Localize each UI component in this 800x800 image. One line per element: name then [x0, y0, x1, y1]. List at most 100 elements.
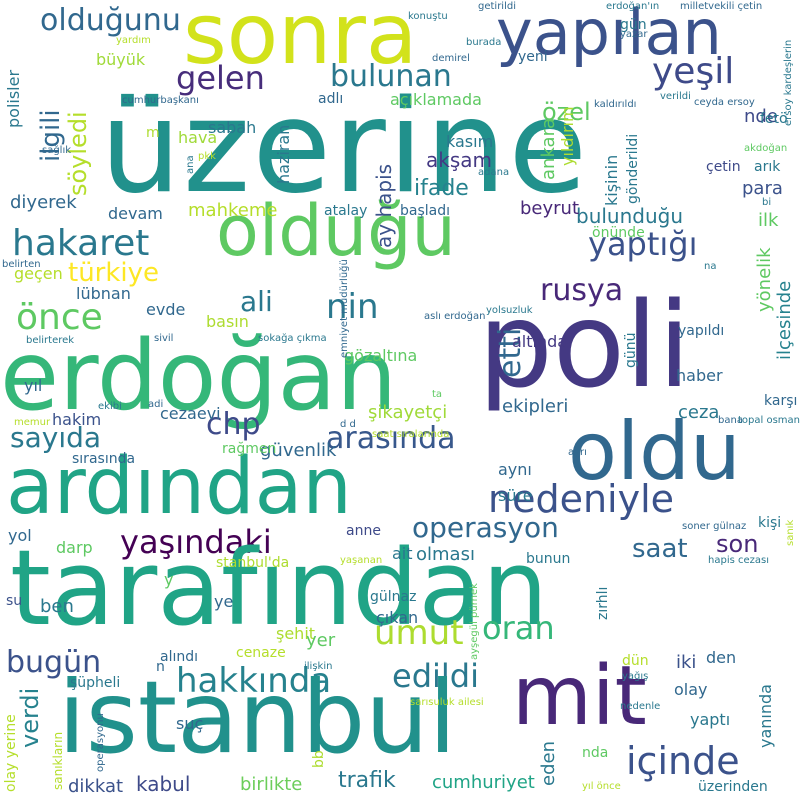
word: önünde: [592, 225, 645, 241]
word: olay: [674, 680, 708, 699]
word: yıl önce: [582, 781, 621, 792]
word: adlı: [318, 91, 344, 107]
word: arasında: [326, 421, 456, 456]
word: atalay: [324, 203, 368, 219]
word: ana: [185, 155, 196, 174]
word: bulunan: [330, 59, 452, 94]
word: akşam: [426, 148, 492, 172]
word: kişi: [758, 515, 782, 531]
word: yıl: [24, 376, 43, 395]
word: cumhurbaşkanı: [122, 95, 199, 106]
word: son: [716, 530, 759, 558]
word: den: [706, 648, 737, 667]
word: trafik: [338, 768, 396, 793]
word: verdi: [16, 687, 44, 748]
word: ben: [40, 596, 74, 617]
word: haber: [676, 366, 723, 385]
word: adana: [478, 167, 510, 178]
word: bb: [311, 750, 327, 768]
word: umut: [374, 613, 464, 653]
word: aynı: [498, 460, 532, 479]
word: ceyda ersoy: [694, 97, 755, 108]
word: memur: [14, 417, 51, 428]
word: olduğunu: [40, 3, 181, 38]
word: basın: [206, 312, 249, 331]
word: aslı erdoğan: [424, 311, 486, 322]
word: yardım: [116, 35, 151, 46]
word: sayıda: [10, 421, 102, 454]
word: ankara: [538, 117, 559, 180]
word: birlikte: [240, 774, 303, 795]
word: alındı: [160, 649, 199, 665]
word: erdoğan'ın: [606, 1, 660, 12]
word: rağmen: [222, 441, 277, 457]
word: ait: [392, 544, 413, 563]
word: açıklamada: [390, 90, 482, 109]
word: gönderildi: [625, 133, 641, 204]
word: belirterek: [26, 335, 75, 346]
word: m: [146, 125, 160, 141]
word: ye: [214, 592, 234, 611]
word: mit: [512, 649, 647, 744]
word: kasım: [446, 132, 494, 151]
word: yanında: [756, 684, 775, 748]
word: getirildi: [478, 1, 516, 12]
word: anne: [346, 523, 381, 539]
word: gözaltına: [344, 346, 418, 365]
word: sanık: [785, 519, 796, 546]
word: yağış: [622, 671, 649, 682]
word: şüpheli: [70, 675, 121, 691]
word: içinde: [626, 739, 740, 783]
word: topal osman: [738, 415, 800, 426]
word: bunun: [526, 551, 571, 567]
word: saat sıralarında: [372, 429, 450, 440]
word: şehit: [276, 624, 316, 643]
word: altında: [512, 332, 568, 351]
word: hava: [178, 128, 218, 147]
word: çıkan: [376, 608, 419, 627]
word: güvenlik: [260, 440, 337, 461]
word: rusya: [540, 273, 624, 308]
word: önce: [16, 297, 103, 338]
word: saat: [632, 534, 688, 564]
word: lübnan: [76, 284, 131, 303]
word: fetö: [760, 111, 788, 127]
word: y: [164, 570, 174, 589]
word: yıldırım: [558, 106, 577, 166]
word: cezaevi: [160, 404, 221, 423]
word: dikkat: [68, 776, 124, 797]
word: gelen: [176, 59, 265, 97]
word: ilk: [758, 210, 779, 231]
word: diyerek: [10, 192, 77, 213]
word: gün: [620, 17, 647, 33]
word: haziran: [274, 124, 293, 184]
word: hapis cezası: [708, 555, 769, 566]
word: iki: [676, 652, 697, 673]
word: polisler: [4, 69, 23, 128]
word: olay yerine: [3, 714, 19, 792]
word: adi: [148, 399, 164, 410]
word: kabul: [136, 772, 191, 796]
word: ifade: [414, 176, 469, 201]
word: na: [704, 261, 717, 272]
word: devam: [108, 204, 163, 223]
word: demirel: [432, 53, 470, 64]
word: arık: [754, 159, 781, 175]
word: darp: [56, 538, 93, 557]
word: yaşanan: [340, 555, 383, 566]
word: yol: [8, 526, 32, 545]
word: yapıldı: [678, 323, 725, 339]
word: büyük: [96, 50, 146, 69]
word: kaldırıldı: [594, 99, 637, 110]
word: operasyon: [412, 511, 559, 544]
word: verildi: [660, 91, 691, 102]
word: hakkında: [176, 661, 332, 701]
word: suç: [176, 714, 204, 733]
word: ay hapis: [372, 163, 396, 248]
word: sokağa çıkma: [258, 333, 327, 344]
word: para: [742, 178, 783, 199]
word: belirten: [2, 259, 41, 270]
word: chp: [206, 407, 261, 442]
word: nin: [326, 287, 379, 327]
